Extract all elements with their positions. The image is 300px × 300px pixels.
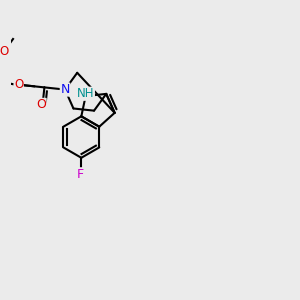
Text: F: F — [76, 168, 83, 181]
Text: O: O — [36, 98, 46, 111]
Text: NH: NH — [77, 87, 94, 100]
Text: O: O — [14, 78, 23, 91]
Text: O: O — [0, 45, 8, 58]
Text: N: N — [60, 83, 70, 96]
